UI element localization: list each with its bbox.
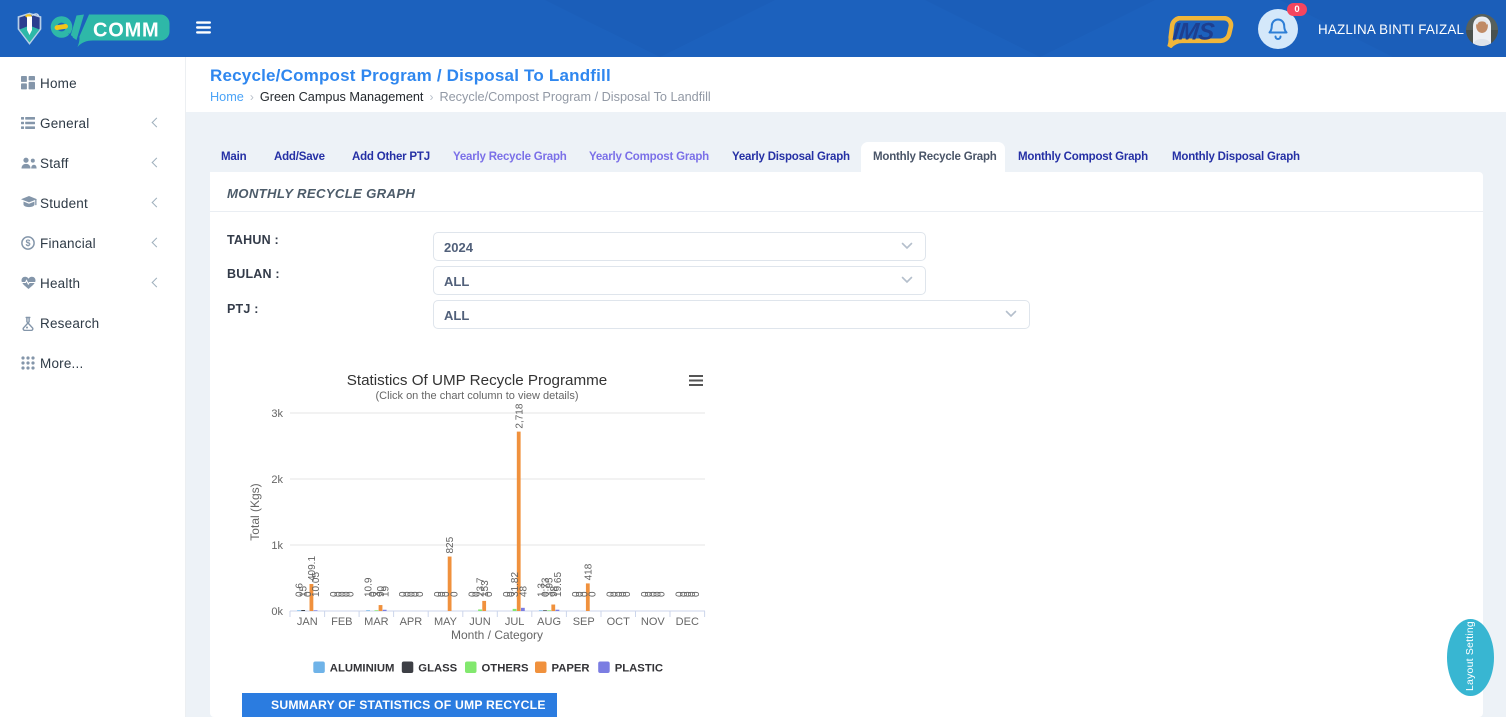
- svg-text:AUG: AUG: [537, 616, 561, 628]
- svg-text:COMM: COMM: [93, 20, 160, 42]
- svg-text:0.73: 0.73: [541, 577, 552, 597]
- svg-text:2,718: 2,718: [514, 403, 525, 428]
- svg-text:ALUMINIUM: ALUMINIUM: [330, 663, 395, 675]
- svg-text:90: 90: [376, 585, 387, 597]
- svg-text:0: 0: [618, 591, 629, 597]
- svg-text:0.6: 0.6: [295, 583, 306, 597]
- svg-text:0: 0: [644, 591, 655, 597]
- svg-text:0: 0: [402, 591, 413, 597]
- svg-text:0: 0: [337, 591, 348, 597]
- svg-text:0: 0: [471, 591, 482, 597]
- svg-text:0: 0: [449, 591, 460, 597]
- svg-text:23.7: 23.7: [476, 577, 487, 597]
- svg-text:15: 15: [299, 585, 310, 597]
- svg-text:0: 0: [606, 591, 617, 597]
- svg-text:31.82: 31.82: [510, 572, 521, 597]
- svg-text:0: 0: [502, 591, 513, 597]
- svg-text:Statistics Of UMP Recycle Prog: Statistics Of UMP Recycle Programme: [347, 372, 608, 389]
- svg-text:JUL: JUL: [505, 616, 525, 628]
- svg-text:0: 0: [303, 591, 314, 597]
- svg-text:0: 0: [415, 591, 426, 597]
- svg-text:98: 98: [549, 585, 560, 597]
- svg-text:2k: 2k: [271, 474, 283, 486]
- svg-text:0: 0: [407, 591, 418, 597]
- svg-text:0: 0: [441, 591, 452, 597]
- svg-text:$: $: [25, 238, 30, 248]
- svg-text:0: 0: [687, 591, 698, 597]
- svg-text:0: 0: [679, 591, 690, 597]
- svg-text:OCT: OCT: [607, 616, 631, 628]
- svg-text:48: 48: [518, 585, 529, 597]
- svg-text:IMS: IMS: [1171, 19, 1215, 46]
- svg-text:0: 0: [588, 591, 599, 597]
- svg-text:19: 19: [380, 585, 391, 597]
- svg-text:0: 0: [691, 591, 702, 597]
- svg-text:Total (Kgs): Total (Kgs): [248, 483, 262, 540]
- svg-text:0: 0: [346, 591, 357, 597]
- svg-text:Month / Category: Month / Category: [451, 628, 543, 642]
- svg-text:0: 0: [437, 591, 448, 597]
- svg-text:0: 0: [610, 591, 621, 597]
- svg-text:3: 3: [372, 591, 383, 597]
- svg-text:0: 0: [622, 591, 633, 597]
- svg-text:153: 153: [480, 580, 491, 597]
- svg-text:0: 0: [648, 591, 659, 597]
- svg-text:0: 0: [657, 591, 668, 597]
- svg-text:1.3: 1.3: [536, 583, 547, 597]
- svg-text:PAPER: PAPER: [552, 663, 590, 675]
- svg-text:825: 825: [445, 536, 456, 553]
- svg-text:0: 0: [467, 591, 478, 597]
- svg-text:DEC: DEC: [676, 616, 699, 628]
- svg-text:0: 0: [506, 591, 517, 597]
- svg-text:FEB: FEB: [331, 616, 352, 628]
- svg-text:0k: 0k: [271, 606, 283, 618]
- svg-text:3.95: 3.95: [545, 577, 556, 597]
- svg-text:0: 0: [433, 591, 444, 597]
- svg-text:0: 0: [683, 591, 694, 597]
- svg-text:OTHERS: OTHERS: [482, 663, 530, 675]
- svg-text:0: 0: [329, 591, 340, 597]
- svg-text:10.9: 10.9: [364, 577, 375, 597]
- svg-text:APR: APR: [400, 616, 423, 628]
- svg-text:409.1: 409.1: [307, 556, 318, 581]
- svg-text:0: 0: [571, 591, 582, 597]
- svg-text:10.05: 10.05: [311, 572, 322, 597]
- svg-text:0: 0: [398, 591, 409, 597]
- svg-text:418: 418: [583, 563, 594, 580]
- svg-text:0: 0: [411, 591, 422, 597]
- svg-text:0: 0: [675, 591, 686, 597]
- svg-text:0: 0: [484, 591, 495, 597]
- svg-text:3k: 3k: [271, 408, 283, 420]
- svg-text:0: 0: [614, 591, 625, 597]
- svg-text:JUN: JUN: [469, 616, 490, 628]
- svg-text:0: 0: [579, 591, 590, 597]
- svg-text:0: 0: [333, 591, 344, 597]
- svg-text:MAY: MAY: [434, 616, 458, 628]
- svg-text:MAR: MAR: [364, 616, 389, 628]
- svg-text:0: 0: [342, 591, 353, 597]
- svg-text:1k: 1k: [271, 540, 283, 552]
- svg-text:0: 0: [653, 591, 664, 597]
- svg-text:SEP: SEP: [573, 616, 595, 628]
- svg-text:19.65: 19.65: [553, 572, 564, 597]
- svg-text:0: 0: [575, 591, 586, 597]
- svg-text:0: 0: [368, 591, 379, 597]
- svg-text:JAN: JAN: [297, 616, 318, 628]
- svg-text:PLASTIC: PLASTIC: [615, 663, 663, 675]
- svg-text:NOV: NOV: [641, 616, 666, 628]
- svg-text:0: 0: [640, 591, 651, 597]
- svg-text:(Click on the chart column to: (Click on the chart column to view detai…: [376, 390, 579, 402]
- svg-text:GLASS: GLASS: [418, 663, 457, 675]
